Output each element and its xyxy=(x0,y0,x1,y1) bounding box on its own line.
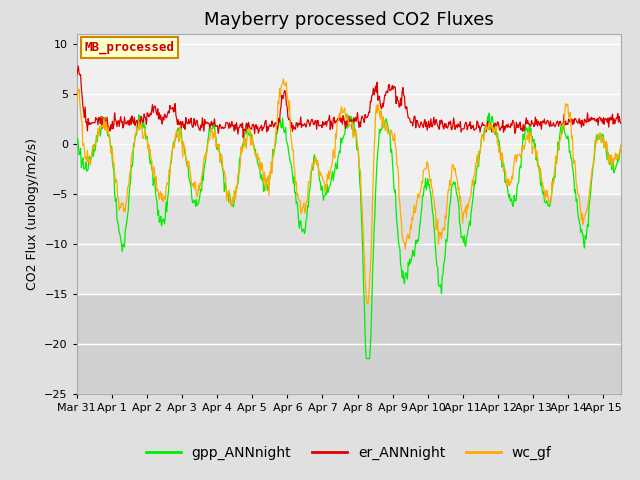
er_ANNnight xyxy=(195,124,202,130)
Legend: gpp_ANNnight, er_ANNnight, wc_gf: gpp_ANNnight, er_ANNnight, wc_gf xyxy=(140,441,557,466)
Title: Mayberry processed CO2 Fluxes: Mayberry processed CO2 Fluxes xyxy=(204,11,493,29)
Y-axis label: CO2 Flux (urology/m2/s): CO2 Flux (urology/m2/s) xyxy=(26,138,38,289)
Line: wc_gf: wc_gf xyxy=(77,79,621,303)
er_ANNnight xyxy=(223,120,231,126)
gpp_ANNnight xyxy=(194,201,202,207)
wc_gf xyxy=(223,198,230,204)
er_ANNnight xyxy=(417,121,424,127)
gpp_ANNnight xyxy=(416,226,424,231)
wc_gf xyxy=(417,188,424,193)
wc_gf xyxy=(73,99,81,105)
Bar xyxy=(77,294,621,394)
er_ANNnight xyxy=(239,135,247,141)
Line: gpp_ANNnight: gpp_ANNnight xyxy=(77,113,621,359)
er_ANNnight xyxy=(84,128,92,134)
wc_gf xyxy=(139,135,147,141)
er_ANNnight xyxy=(617,120,625,126)
gpp_ANNnight xyxy=(485,110,493,116)
er_ANNnight xyxy=(73,72,81,78)
er_ANNnight xyxy=(433,117,440,122)
wc_gf xyxy=(617,142,625,147)
wc_gf xyxy=(364,300,371,306)
wc_gf xyxy=(83,159,90,165)
er_ANNnight xyxy=(140,119,147,124)
wc_gf xyxy=(280,76,287,82)
gpp_ANNnight xyxy=(223,189,230,194)
er_ANNnight xyxy=(74,63,82,69)
Line: er_ANNnight: er_ANNnight xyxy=(77,66,621,138)
gpp_ANNnight xyxy=(83,168,90,174)
gpp_ANNnight xyxy=(431,245,439,251)
wc_gf xyxy=(194,191,202,196)
Bar xyxy=(77,34,621,193)
gpp_ANNnight xyxy=(139,125,147,131)
gpp_ANNnight xyxy=(617,145,625,151)
wc_gf xyxy=(433,227,440,233)
Bar xyxy=(77,193,621,294)
gpp_ANNnight xyxy=(73,140,81,146)
Text: MB_processed: MB_processed xyxy=(84,41,175,54)
gpp_ANNnight xyxy=(363,356,371,361)
